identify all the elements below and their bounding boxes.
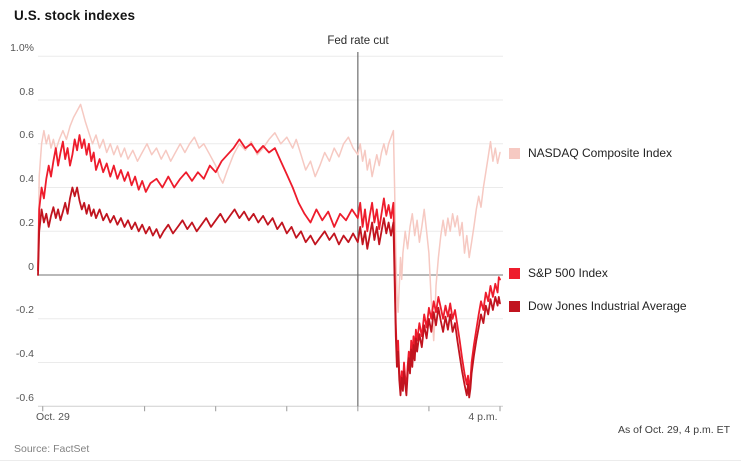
- dow-swatch-icon: [509, 300, 520, 312]
- legend-item-nasdaq: NASDAQ Composite Index: [509, 146, 672, 160]
- y-axis-tick-label: -0.4: [15, 348, 34, 360]
- legend-item-sp500: S&P 500 Index: [509, 266, 608, 280]
- y-axis-tick-label: -0.2: [15, 304, 34, 317]
- y-axis-tick-label: 0.4: [19, 173, 34, 185]
- legend-item-dow: Dow Jones Industrial Average: [509, 299, 687, 313]
- fed-rate-cut-annotation: Fed rate cut: [327, 35, 389, 47]
- y-axis-tick-label: 0.2: [19, 216, 34, 229]
- nasdaq-swatch-icon: [509, 147, 520, 159]
- y-axis-tick-label: -0.6: [15, 391, 34, 404]
- y-axis-tick-label: 1.0%: [10, 41, 34, 54]
- chart-title: U.S. stock indexes: [14, 8, 136, 23]
- sp500-swatch-icon: [509, 267, 520, 279]
- series-line-sp500: [37, 134, 501, 390]
- x-axis-label-end: 4 p.m.: [468, 411, 498, 423]
- series-line-nasdaq: [37, 103, 501, 342]
- legend-label-nasdaq: NASDAQ Composite Index: [528, 146, 673, 160]
- source-attribution: Source: FactSet: [14, 443, 90, 455]
- y-axis-tick-label: 0.8: [19, 85, 34, 98]
- legend-label-dow: Dow Jones Industrial Average: [528, 299, 687, 313]
- legend-label-sp500: S&P 500 Index: [528, 266, 608, 280]
- series-line-dow: [37, 186, 501, 399]
- y-axis-tick-label: 0: [28, 260, 34, 273]
- x-axis-label-start: Oct. 29: [36, 411, 70, 423]
- y-axis-tick-label: 0.6: [19, 129, 34, 142]
- as-of-timestamp: As of Oct. 29, 4 p.m. ET: [617, 424, 730, 436]
